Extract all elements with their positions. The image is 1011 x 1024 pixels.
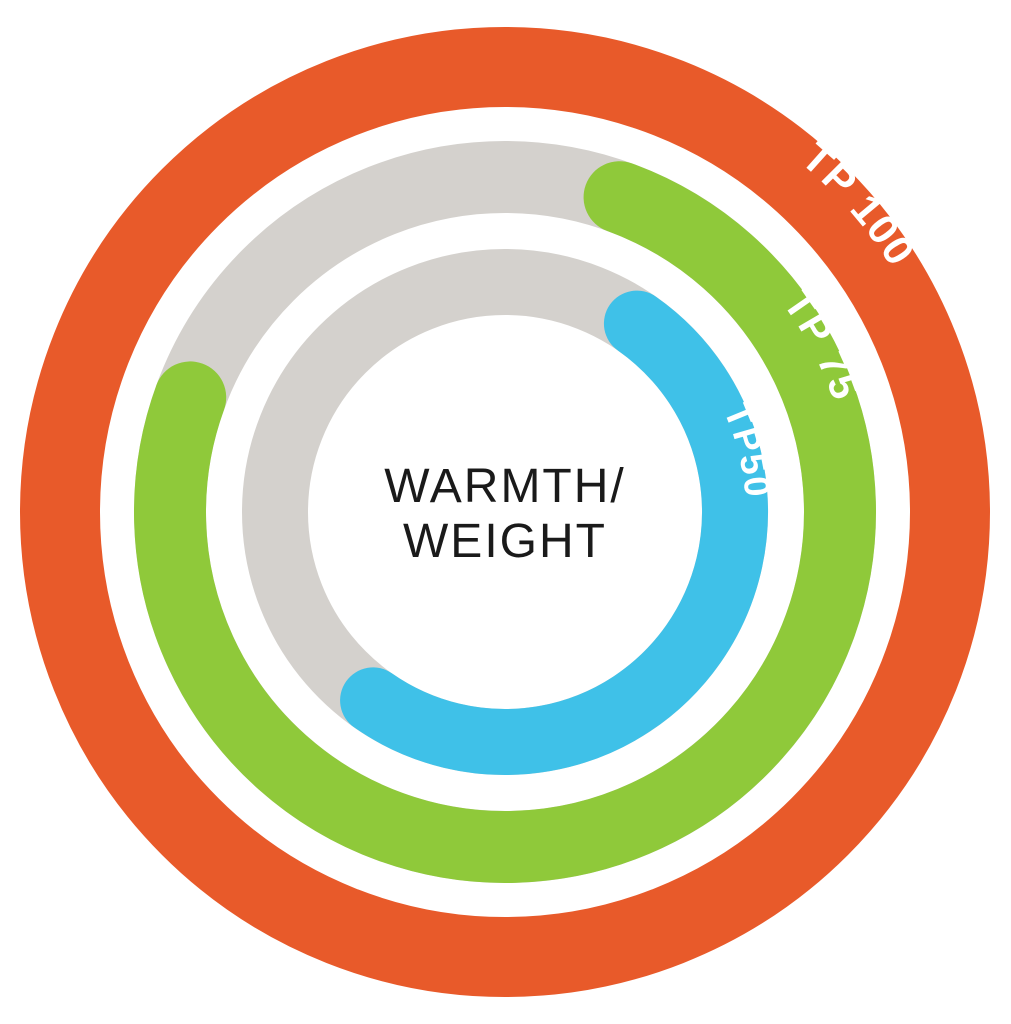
radial-chart-svg: TP 100TP 75TP50WARMTH/WEIGHT — [0, 0, 1011, 1024]
warmth-weight-chart: TP 100TP 75TP50WARMTH/WEIGHT — [0, 0, 1011, 1024]
